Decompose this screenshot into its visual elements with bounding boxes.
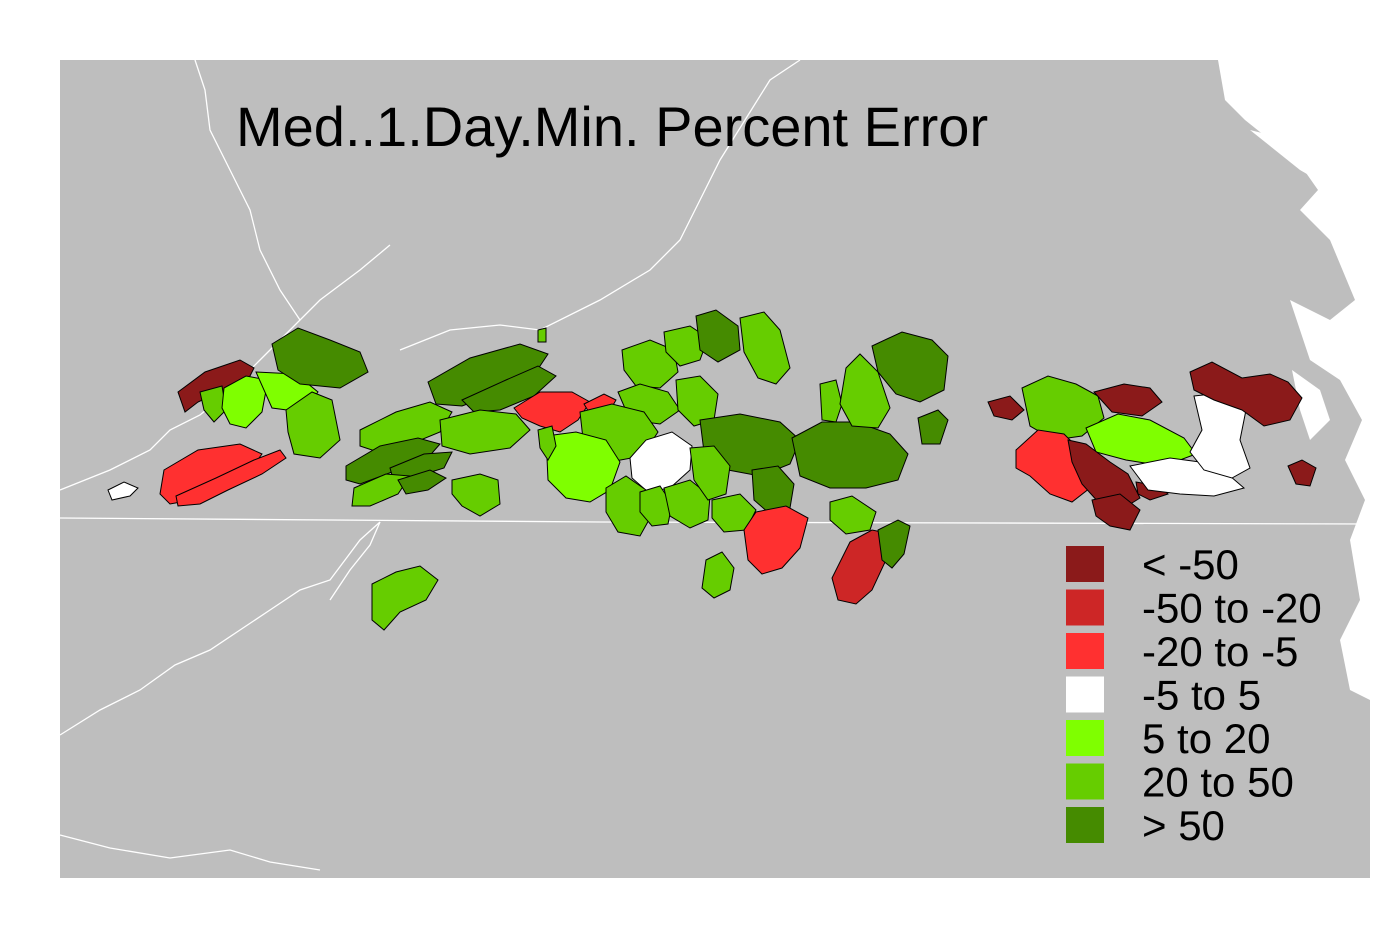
watershed-polygons [107, 309, 1317, 631]
watershed-polygon [285, 391, 341, 459]
watershed-polygon [701, 551, 735, 599]
watershed-polygon [175, 449, 287, 507]
watershed-polygon [199, 385, 227, 423]
watershed-polygon [987, 395, 1025, 421]
watershed-polygon [1091, 493, 1141, 531]
legend-label: 20 to 50 [1142, 759, 1294, 806]
watershed-polygon [621, 339, 679, 389]
watershed-polygon [663, 479, 711, 529]
legend-swatch [1066, 589, 1104, 626]
legend-label: -50 to -20 [1142, 585, 1322, 632]
watershed-polygon [271, 327, 369, 389]
legend-swatch [1066, 633, 1104, 669]
watershed-polygon [371, 565, 439, 631]
watershed-polygon [537, 425, 557, 461]
watershed-polygon [689, 445, 731, 501]
watershed-polygon [839, 353, 891, 429]
legend-label: > 50 [1142, 802, 1225, 849]
watershed-polygon [1129, 457, 1246, 497]
legend-swatch [1066, 676, 1104, 713]
watershed-polygon [107, 481, 139, 501]
legend-label: < -50 [1142, 541, 1239, 588]
watershed-polygon [397, 469, 447, 495]
watershed-polygon [451, 473, 501, 517]
watershed-polygon [629, 431, 693, 493]
watershed-polygon [1287, 459, 1317, 487]
watershed-polygon [829, 495, 877, 535]
legend-swatch [1066, 807, 1104, 843]
watershed-polygon [605, 475, 651, 537]
legend-swatch [1066, 720, 1104, 756]
map-legend: < -50-50 to -20-20 to -5-5 to 55 to 2020… [1066, 541, 1322, 849]
watershed-polygon [663, 325, 709, 367]
watershed-polygon [537, 327, 547, 343]
water-bodies [1218, 60, 1370, 700]
watershed-polygon [743, 505, 809, 575]
watershed-polygon [639, 485, 673, 527]
watershed-polygon [739, 311, 791, 385]
legend-swatch [1066, 763, 1104, 800]
watershed-polygon [917, 409, 949, 445]
legend-label: -5 to 5 [1142, 672, 1261, 719]
watershed-polygon [1093, 383, 1163, 417]
watershed-polygon [513, 391, 591, 433]
legend-label: -20 to -5 [1142, 628, 1298, 675]
watershed-polygon [877, 519, 911, 569]
watershed-polygon [871, 331, 949, 403]
watershed-polygon [695, 309, 741, 363]
watershed-polygon [819, 379, 843, 423]
watershed-polygon [791, 421, 909, 489]
watershed-polygon [221, 375, 269, 429]
watershed-polygon [359, 401, 453, 453]
legend-swatch [1066, 546, 1104, 582]
map-title: Med..1.Day.Min. Percent Error [236, 95, 988, 158]
legend-label: 5 to 20 [1142, 715, 1270, 762]
watershed-polygon [351, 473, 411, 507]
watershed-polygon [439, 409, 531, 455]
watershed-polygon [1189, 361, 1303, 427]
